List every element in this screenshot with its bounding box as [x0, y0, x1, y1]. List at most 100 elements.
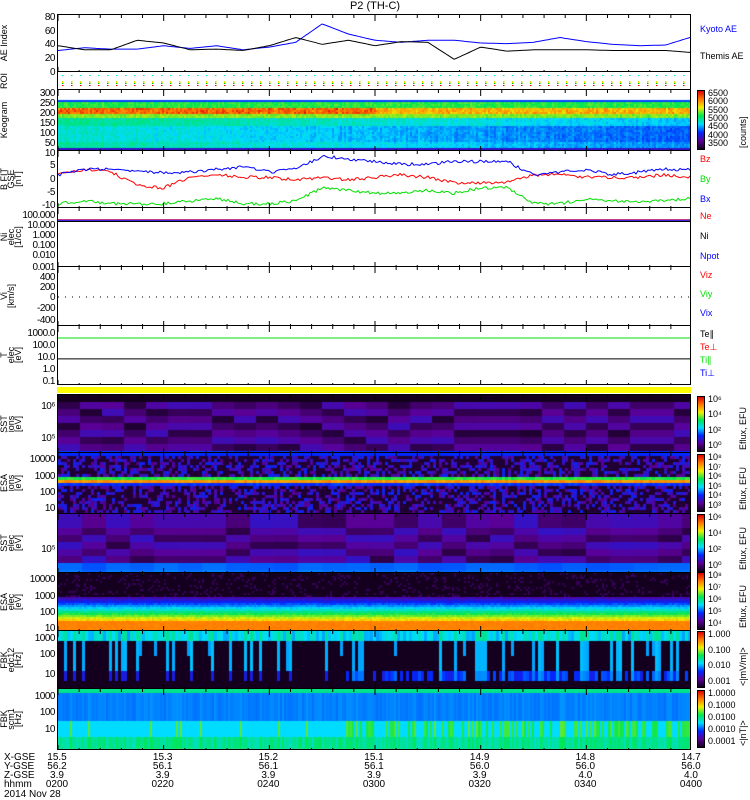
panel-dens — [57, 207, 691, 267]
roi-mark — [530, 83, 532, 84]
y-tick-label: 10.0 — [37, 351, 56, 363]
panel-temp — [57, 325, 691, 385]
roi-mark — [260, 81, 262, 83]
y-tick-label: 40 — [44, 39, 56, 51]
roi-mark — [62, 81, 64, 83]
roi-mark — [449, 85, 451, 86]
y-axis-label: FBK scm1 [Hz] — [0, 688, 24, 750]
legend-themis-ae: Themis AE — [700, 51, 744, 61]
plot-area — [58, 267, 690, 325]
roi-mark — [71, 83, 73, 84]
plot-area — [58, 689, 672, 749]
roi-mark — [539, 75, 541, 76]
roi-mark — [548, 75, 550, 76]
roi-mark — [386, 83, 388, 84]
roi-mark — [260, 85, 262, 86]
roi-mark — [251, 85, 253, 86]
roi-mark — [368, 75, 370, 76]
legend-by: By — [700, 174, 711, 184]
y-axis-label-block: SST ions [eV] — [0, 394, 23, 454]
roi-mark — [404, 83, 406, 84]
roi-mark — [350, 81, 352, 83]
roi-mark — [242, 81, 244, 83]
roi-mark — [548, 85, 550, 86]
x-axis-value: 56.0 — [469, 761, 490, 772]
roi-mark — [332, 81, 334, 83]
roi-mark — [89, 75, 91, 76]
keogram-heatmap — [58, 90, 690, 150]
colorbar-tick-label: 0.0010 — [708, 724, 736, 734]
y-tick-label: 100 — [39, 606, 56, 618]
roi-mark — [233, 75, 235, 76]
roi-mark — [512, 75, 514, 76]
roi-mark — [278, 81, 280, 83]
y-tick-label: 0 — [49, 66, 56, 78]
plot-title: P2 (TH-C) — [349, 0, 401, 12]
roi-mark — [287, 83, 289, 84]
roi-mark — [521, 81, 523, 83]
roi-mark — [332, 85, 334, 86]
colorbar-tick-label: 10⁸ — [708, 570, 722, 580]
colorbar-tick-label: 1.000 — [708, 629, 731, 639]
colorbar-tick-label: 10⁵ — [708, 480, 722, 491]
roi-mark — [494, 75, 496, 76]
roi-mark — [566, 81, 568, 83]
x-axis-value: 56.1 — [364, 761, 384, 772]
roi-mark — [557, 83, 559, 84]
colorbar-tick-label: 0.100 — [708, 644, 731, 655]
roi-mark — [530, 85, 532, 86]
roi-mark — [593, 83, 595, 84]
x-axis-row-label: Z-GSE — [4, 770, 35, 781]
y-axis-label-block: ESA elec [eV] — [0, 572, 23, 632]
plot-area — [58, 514, 672, 572]
roi-mark — [503, 75, 505, 76]
roi-mark — [350, 85, 352, 86]
y-tick-label: 250 — [39, 97, 56, 109]
y-tick-label: 100 — [39, 648, 56, 660]
roi-mark — [134, 81, 136, 83]
roi-mark — [602, 83, 604, 84]
roi-mark — [584, 75, 586, 76]
roi-mark — [125, 85, 127, 86]
y-tick-label: 300 — [39, 87, 56, 99]
roi-mark — [431, 85, 433, 86]
y-tick-label: 100.0 — [32, 339, 55, 351]
roi-mark — [638, 83, 640, 84]
roi-mark — [458, 75, 460, 76]
y-tick-label: 10.000 — [27, 219, 55, 231]
roi-mark — [557, 85, 559, 86]
colorbar-tick-label: 6000 — [708, 96, 729, 107]
roi-mark — [503, 81, 505, 83]
roi-mark — [404, 85, 406, 86]
roi-mark — [638, 85, 640, 86]
y-tick-label: 10⁶ — [41, 400, 55, 412]
roi-mark — [350, 75, 352, 76]
roi-mark — [476, 85, 478, 86]
roi-mark — [602, 81, 604, 83]
y-axis-label-line: [eV] — [13, 535, 23, 552]
roi-mark — [647, 83, 649, 84]
y-tick-label: 150 — [39, 117, 56, 129]
x-axis-value: 3.9 — [472, 770, 487, 781]
roi-mark — [512, 81, 514, 83]
fbk-edc12-heatmap — [58, 631, 690, 688]
colorbar-unit: Eflux, EFU — [738, 406, 748, 450]
roi-mark — [368, 85, 370, 86]
roi-mark — [323, 83, 325, 84]
roi-mark — [188, 75, 190, 76]
roi-mark — [224, 85, 226, 86]
legend-kyoto-ae: Kyoto AE — [700, 24, 738, 34]
roi-mark — [179, 81, 181, 83]
roi-mark — [206, 83, 208, 84]
y-axis-label-line: [eV] — [13, 415, 23, 432]
series-line-by — [58, 185, 690, 206]
roi-mark — [656, 83, 658, 84]
roi-mark — [170, 81, 172, 83]
roi-mark — [80, 85, 82, 86]
x-axis-value: 14.9 — [469, 752, 490, 763]
roi-mark — [80, 75, 82, 76]
x-axis-value: 0240 — [257, 779, 280, 790]
roi-mark — [647, 75, 649, 76]
y-tick-label: 1000 — [34, 690, 56, 702]
x-axis-row-label: hhmm — [4, 779, 32, 790]
